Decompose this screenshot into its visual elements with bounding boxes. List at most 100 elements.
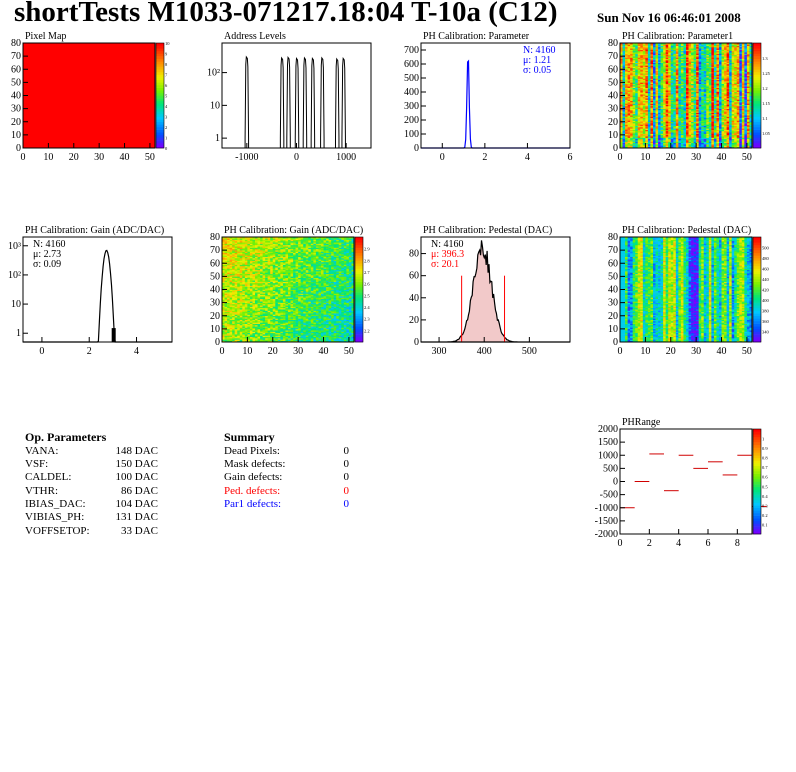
colorbar-tick-label: 2.8: [364, 258, 370, 263]
x-tick-label: 8: [735, 538, 740, 549]
colorbar-tick-label: 2.9: [364, 247, 370, 252]
heatmap-cells: [620, 237, 753, 343]
op-parameters-title: Op. Parameters: [25, 430, 107, 444]
y-tick-label: 400: [404, 87, 419, 98]
x-tick-label: 0: [440, 152, 445, 163]
y-tick-label: 50: [210, 271, 220, 282]
x-tick-label: 50: [742, 346, 752, 357]
colorbar-tick-label: 8: [165, 62, 168, 67]
op-parameter-value: 104 DAC: [115, 498, 158, 510]
summary-value: 0: [343, 485, 350, 497]
y-tick-label: 40: [608, 285, 618, 296]
plot-frame: [420, 42, 571, 149]
y-tick-label: 0: [613, 477, 618, 488]
x-tick-label: 4: [525, 152, 530, 163]
colorbar-tick-label: 2.5: [364, 293, 370, 298]
y-tick-label: 300: [404, 101, 419, 112]
x-tick-label: 40: [319, 346, 329, 357]
colorbar: 0 1 2 3 4 5 6 7 8 9 10: [155, 41, 170, 151]
colorbar-tick-label: 420: [762, 288, 770, 293]
y-tick-label: 70: [608, 245, 618, 256]
y-tick-label: 40: [608, 91, 618, 102]
y-tick-label: 80: [11, 38, 21, 49]
colorbar-tick-label: 0.9: [762, 446, 768, 451]
stats-mean: μ: 2.73: [33, 249, 61, 260]
y-tick-label: 30: [608, 104, 618, 115]
y-tick-label: 70: [11, 51, 21, 62]
x-tick-label: 30: [94, 152, 104, 163]
colorbar: 0.1 0.2 0.3 0.4 0.5 0.6 0.7 0.8 0.9 1: [752, 428, 768, 535]
colorbar-tick-label: 1.3: [762, 56, 768, 61]
stats-mean: μ: 1.21: [523, 55, 551, 66]
y-tick-label: 20: [409, 315, 419, 326]
colorbar-tick-label: 2.2: [364, 328, 370, 333]
summary-row: Gain defects: 0: [224, 471, 349, 484]
colorbar-tick-label: 0.5: [762, 484, 768, 489]
y-tick-label: 500: [603, 463, 618, 474]
plot-frame: [420, 236, 571, 343]
y-tick-label: 20: [608, 117, 618, 128]
chart-address-levels: Address Levels -1000 0 1000 1 10 10²: [207, 31, 372, 163]
y-tick-label: 80: [608, 232, 618, 243]
y-tick-label: 600: [404, 59, 419, 70]
y-tick-label: 10: [210, 324, 220, 335]
x-tick-label: 0: [220, 346, 225, 357]
y-tick-label: 80: [409, 249, 419, 260]
y-tick-label: 20: [210, 311, 220, 322]
x-tick-label: 10: [640, 152, 650, 163]
x-tick-label: 4: [676, 538, 681, 549]
colorbar-tick-label: 3: [165, 115, 168, 120]
y-tick-label: 50: [608, 77, 618, 88]
y-tick-label: 80: [210, 232, 220, 243]
x-tick-label: 2: [647, 538, 652, 549]
y-tick-label: 50: [11, 77, 21, 88]
colorbar: 2.2 2.3 2.4 2.5 2.6 2.7 2.8 2.9: [354, 236, 370, 343]
x-tick-label: 4: [134, 346, 139, 357]
y-tick-label: 70: [210, 245, 220, 256]
colorbar-tick-label: 380: [762, 309, 770, 314]
summary-name: Dead Pixels:: [224, 445, 280, 457]
chart-title: Pixel Map: [25, 31, 66, 42]
y-tick-label: 30: [608, 298, 618, 309]
x-tick-label: 300: [432, 346, 447, 357]
op-parameter-row: VOFFSETOP: 33 DAC: [25, 525, 165, 538]
x-tick-label: 20: [666, 152, 676, 163]
chart-title: PH Calibration: Pedestal (DAC): [423, 225, 552, 236]
summary-row: Ped. defects: 0: [224, 485, 349, 498]
colorbar-tick-label: 9: [165, 52, 168, 57]
x-tick-label: 0: [294, 152, 299, 163]
y-tick-label: 10: [11, 299, 21, 310]
y-tick-label: 100: [404, 129, 419, 140]
stats-sigma: σ: 20.1: [431, 259, 459, 270]
colorbar-tick-label: 0.4: [762, 494, 768, 499]
summary-row: Dead Pixels: 0: [224, 445, 349, 458]
y-tick-label: 2000: [598, 424, 618, 435]
summary-name: Ped. defects:: [224, 485, 281, 497]
x-tick-label: 20: [268, 346, 278, 357]
colorbar-tick-label: 1.2: [762, 86, 768, 91]
x-tick-label: 30: [293, 346, 303, 357]
colorbar-tick-label: 0.7: [762, 465, 768, 470]
op-parameter-value: 150 DAC: [115, 458, 158, 470]
heatmap-cells: [23, 43, 155, 148]
y-tick-label: 0: [414, 337, 419, 348]
y-tick-label: 60: [608, 258, 618, 269]
x-tick-label: 0: [618, 538, 623, 549]
chart-ph-gain-hist: PH Calibration: Gain (ADC/DAC) N: 4160μ: …: [8, 225, 173, 357]
chart-ph-pedestal-map: PH Calibration: Pedestal (DAC)0 10 20 30 40 5…: [608, 225, 770, 357]
x-tick-label: 50: [742, 152, 752, 163]
y-tick-label: 1: [16, 328, 21, 339]
x-tick-label: -1000: [235, 152, 258, 163]
chart-title: PH Calibration: Parameter: [423, 31, 530, 42]
y-tick-label: 30: [11, 104, 21, 115]
op-parameter-name: IBIAS_DAC:: [25, 498, 86, 510]
colorbar: 1.05 1.1 1.15 1.2 1.25 1.3: [752, 42, 771, 149]
summary-row: Par1 defects: 0: [224, 498, 349, 511]
x-tick-label: 500: [522, 346, 537, 357]
colorbar-tick-label: 1.05: [762, 131, 771, 136]
colorbar-tick-label: 6: [165, 83, 168, 88]
stats-sigma: σ: 0.05: [523, 65, 551, 76]
